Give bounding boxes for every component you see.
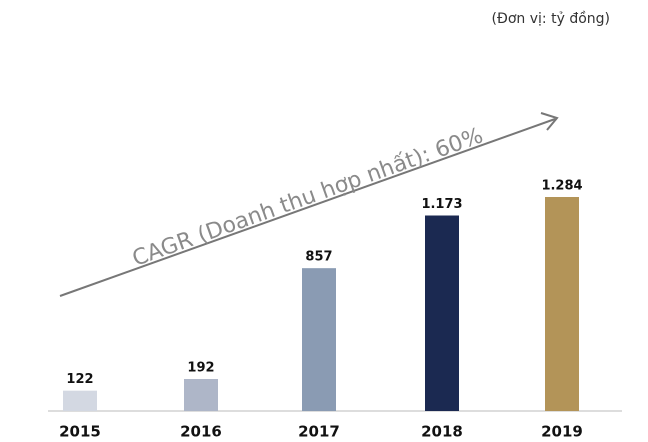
value-label: 857 bbox=[305, 250, 332, 265]
bar bbox=[184, 379, 218, 411]
x-tick-label: 2017 bbox=[298, 423, 340, 441]
x-tick-label: 2018 bbox=[421, 423, 463, 441]
arrow-head bbox=[540, 112, 559, 131]
value-label: 122 bbox=[66, 372, 93, 387]
x-tick-label: 2019 bbox=[541, 423, 583, 441]
bar bbox=[425, 215, 459, 411]
bar bbox=[63, 390, 97, 411]
bar bbox=[545, 197, 579, 411]
bar bbox=[302, 268, 336, 411]
x-tick-label: 2015 bbox=[59, 423, 101, 441]
value-label: 1.284 bbox=[541, 179, 582, 194]
unit-note: (Đơn vị: tỷ đồng) bbox=[492, 10, 610, 27]
trend-arrow bbox=[59, 118, 556, 297]
value-label: 1.173 bbox=[421, 197, 462, 212]
x-tick-label: 2016 bbox=[180, 423, 222, 441]
value-label: 192 bbox=[187, 361, 214, 376]
